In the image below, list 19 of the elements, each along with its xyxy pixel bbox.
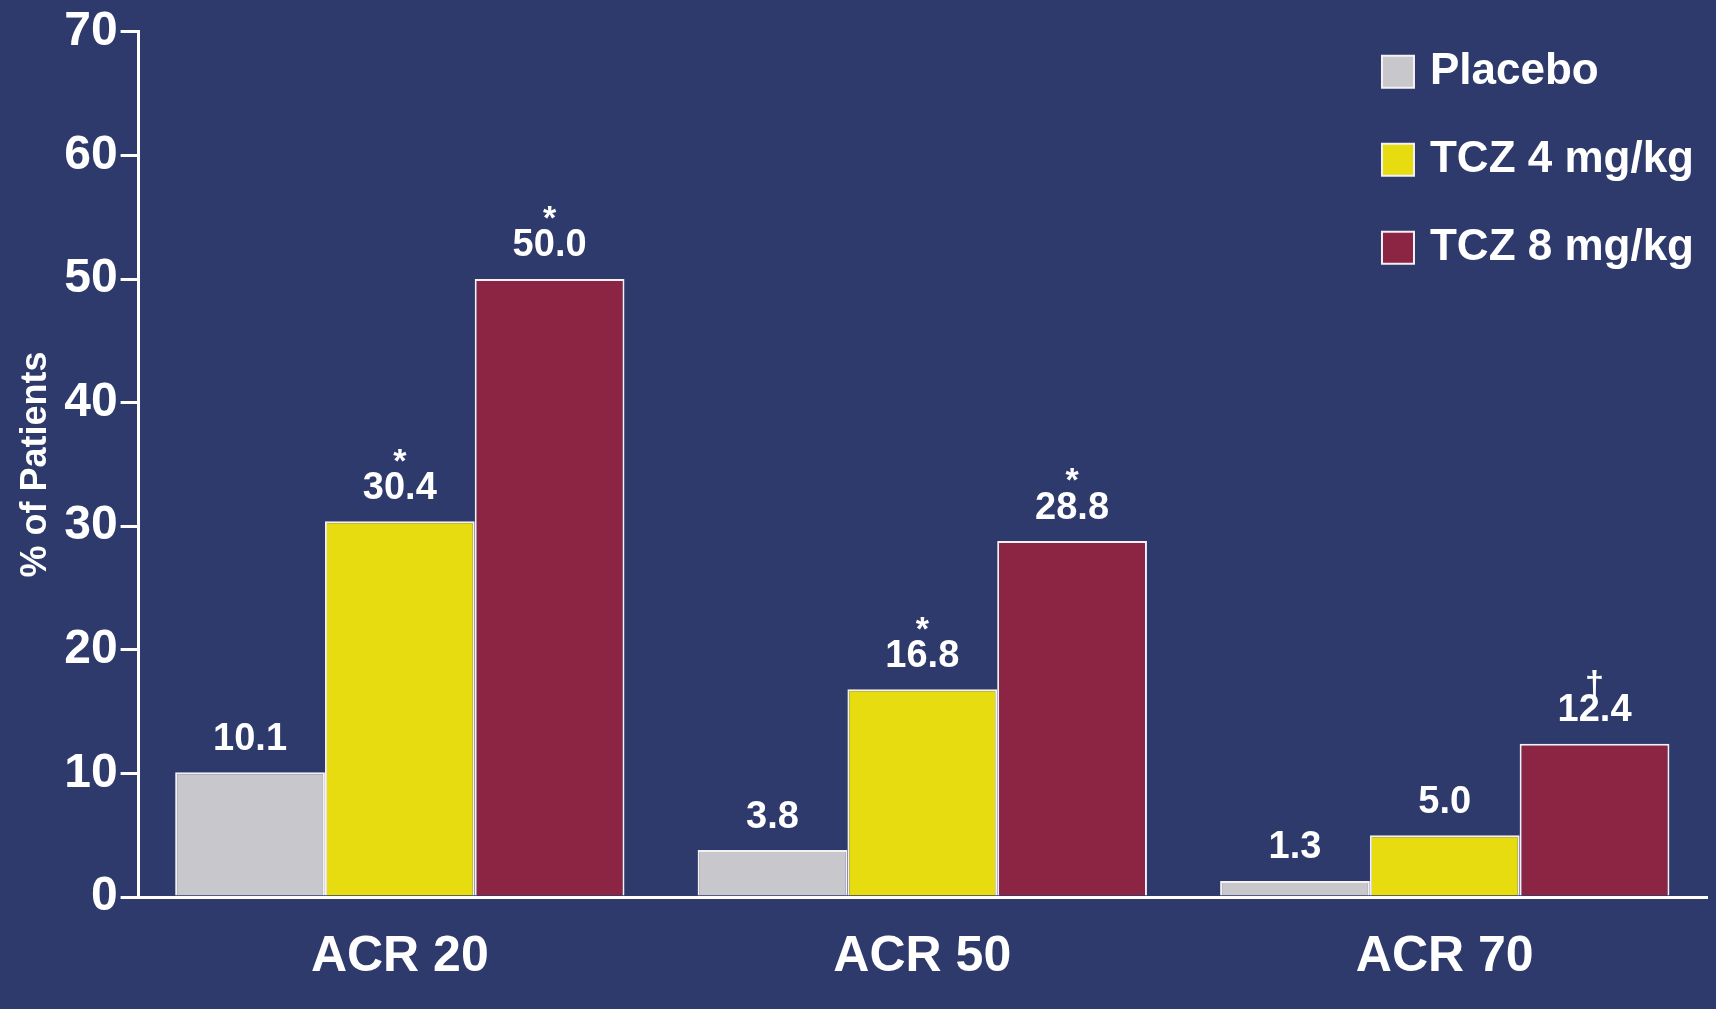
y-tick-label: 50 (64, 249, 118, 303)
legend-label: Placebo (1429, 43, 1599, 93)
legend-label: TCZ 8 mg/kg (1429, 219, 1695, 269)
x-tick-label: ACR 50 (833, 925, 1012, 982)
y-tick-label: 30 (64, 496, 118, 550)
y-axis-title: % of Patients (12, 351, 54, 578)
y-tick-label: 20 (64, 620, 118, 674)
data-label: 10.1 (213, 715, 288, 758)
y-tick-label: 0 (90, 867, 118, 921)
data-label: 1.3 (1268, 824, 1322, 867)
y-tick-label: 70 (64, 2, 118, 56)
y-tick-label: 60 (64, 125, 118, 179)
y-tick-label: 10 (64, 743, 118, 797)
data-label: 3.8 (746, 793, 799, 836)
y-tick-label: 40 (64, 372, 118, 426)
data-label: 5.0 (1418, 778, 1472, 821)
legend-label: TCZ 4 mg/kg (1429, 131, 1695, 181)
x-tick-label: ACR 70 (1355, 925, 1534, 982)
x-tick-label: ACR 20 (310, 925, 489, 982)
